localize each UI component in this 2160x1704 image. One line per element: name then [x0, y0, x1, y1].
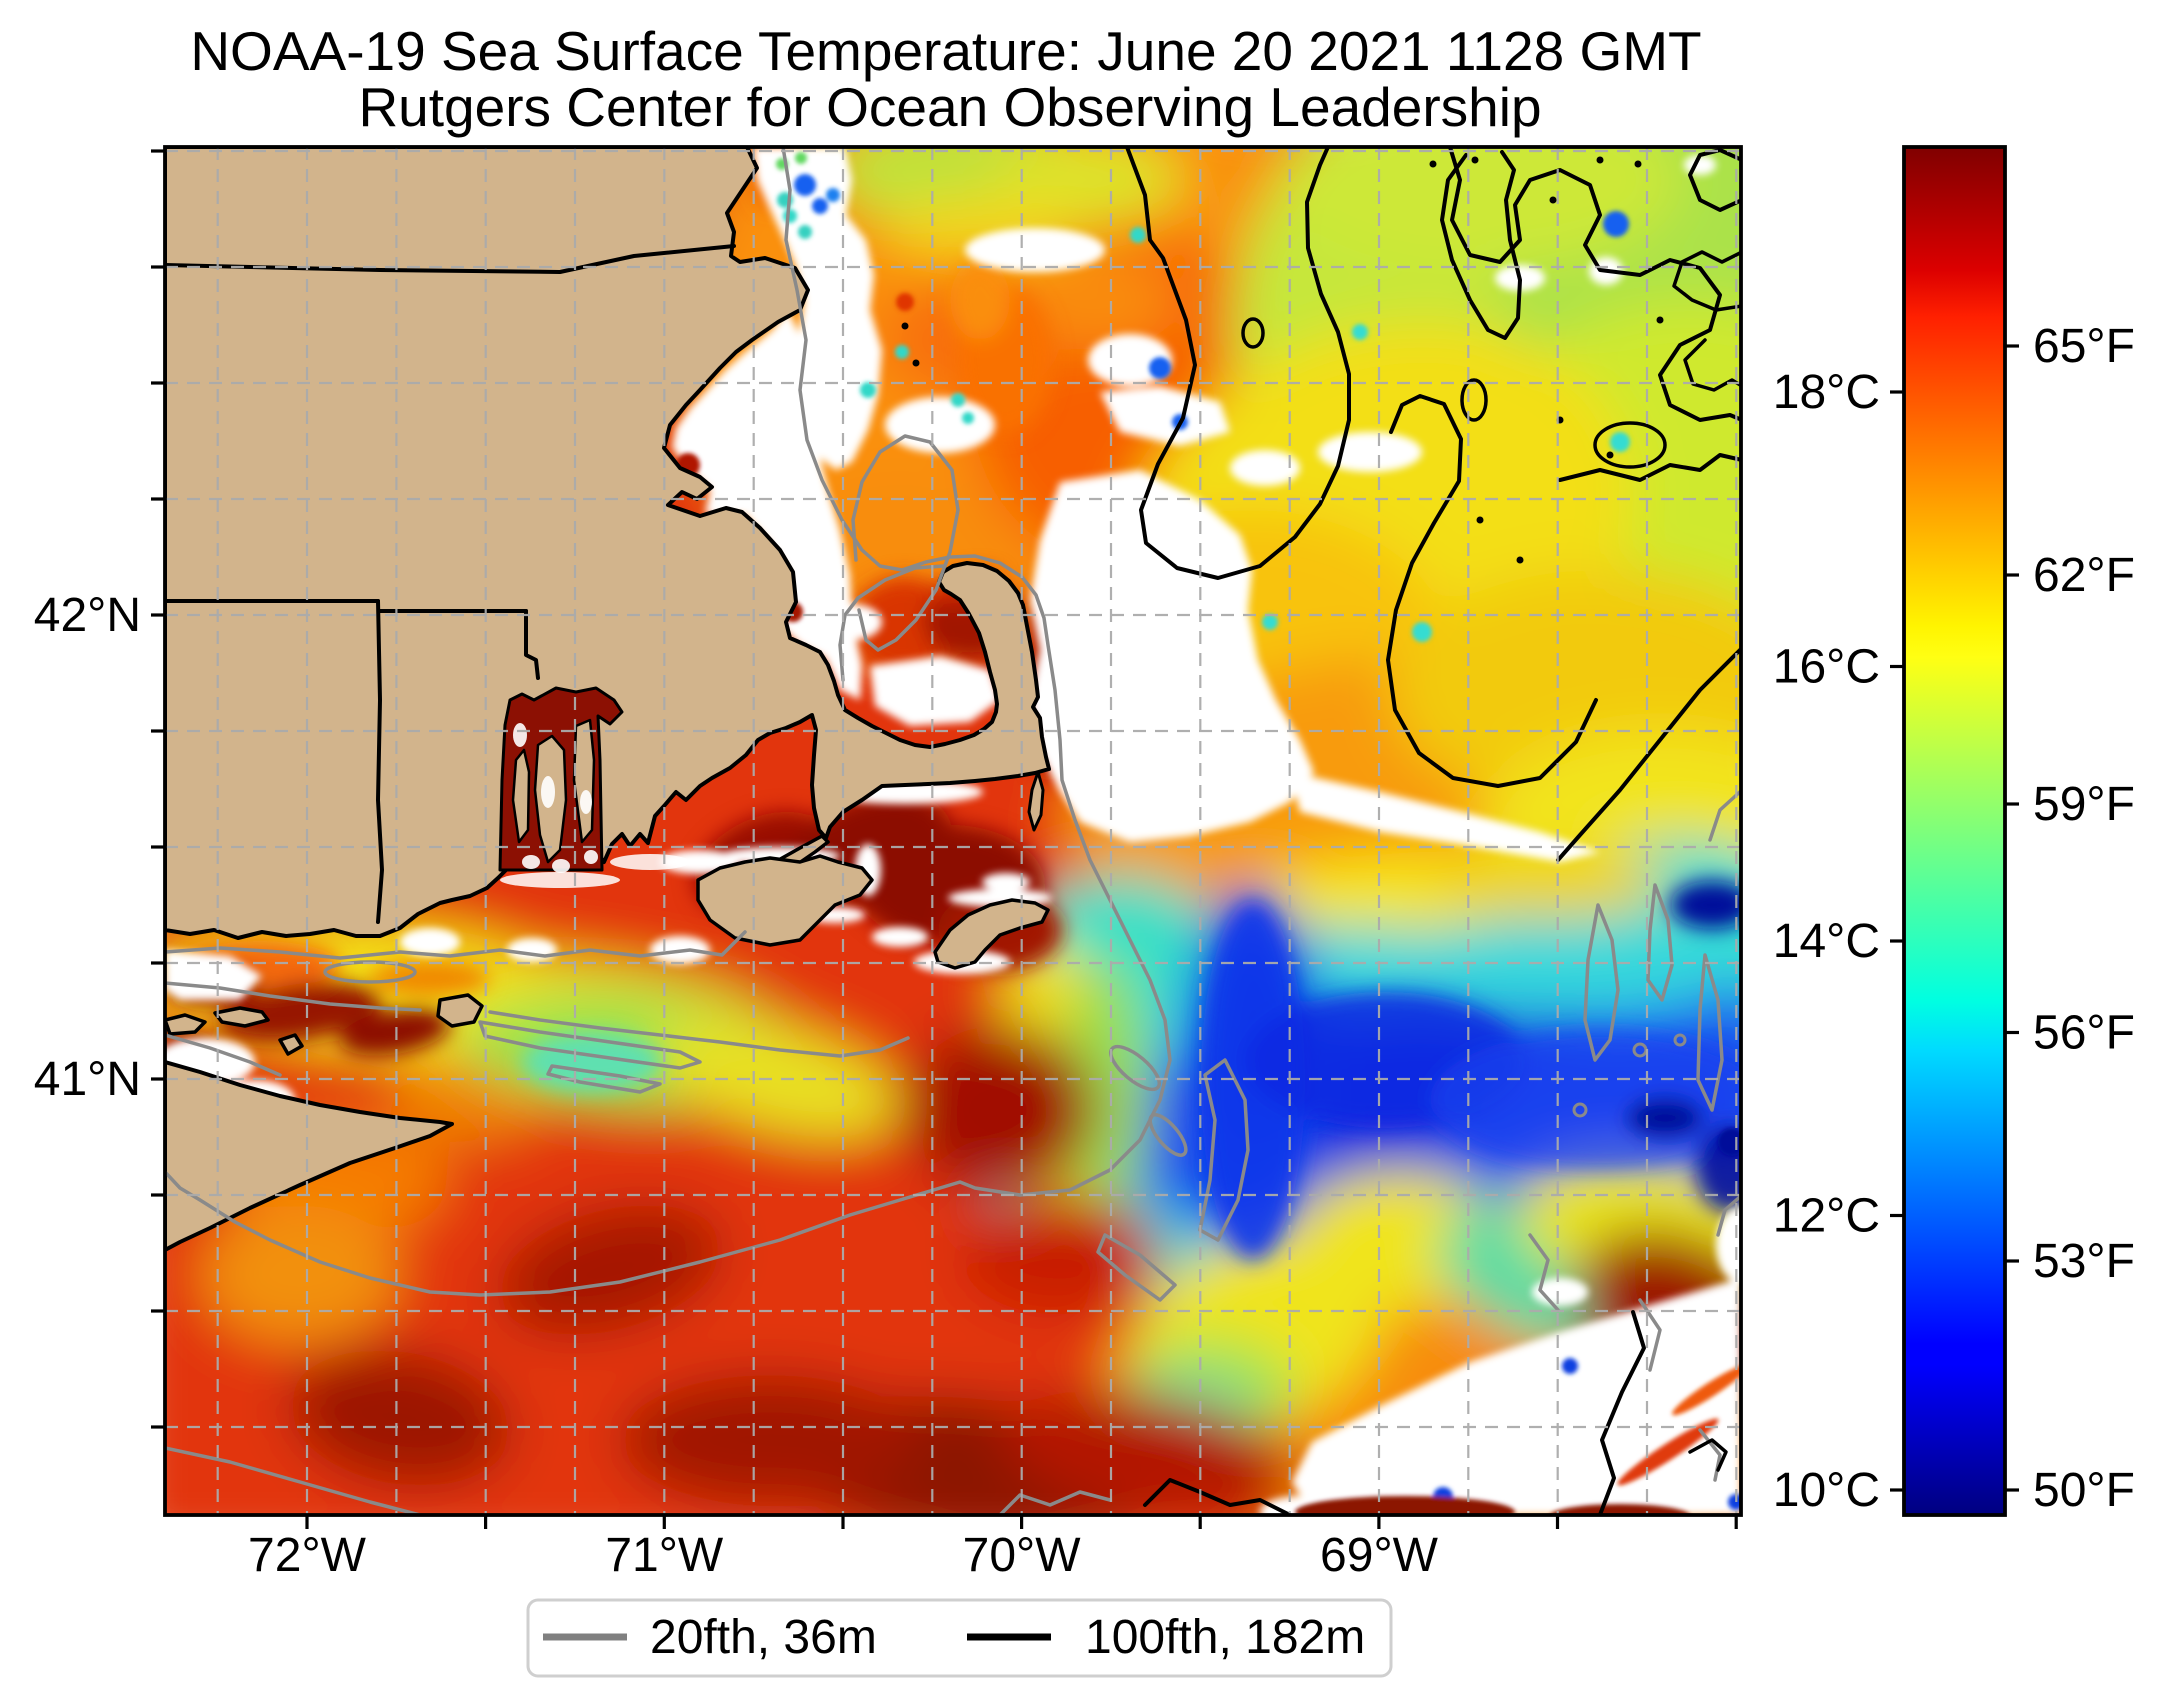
svg-text:59°F: 59°F	[2033, 778, 2135, 831]
svg-text:14°C: 14°C	[1773, 915, 1880, 968]
svg-text:NOAA-19 Sea Surface Temperatur: NOAA-19 Sea Surface Temperature: June 20…	[190, 20, 1701, 82]
svg-text:41°N: 41°N	[34, 1053, 141, 1106]
svg-text:65°F: 65°F	[2033, 320, 2135, 373]
svg-text:18°C: 18°C	[1773, 366, 1880, 419]
svg-text:Rutgers Center for Ocean Obser: Rutgers Center for Ocean Observing Leade…	[358, 76, 1541, 138]
svg-text:53°F: 53°F	[2033, 1235, 2135, 1288]
svg-text:70°W: 70°W	[963, 1529, 1082, 1582]
svg-text:20fth, 36m: 20fth, 36m	[650, 1611, 877, 1664]
svg-text:50°F: 50°F	[2033, 1464, 2135, 1517]
svg-text:10°C: 10°C	[1773, 1464, 1880, 1517]
svg-text:62°F: 62°F	[2033, 549, 2135, 602]
svg-text:69°W: 69°W	[1320, 1529, 1439, 1582]
svg-text:56°F: 56°F	[2033, 1007, 2135, 1060]
svg-text:71°W: 71°W	[605, 1529, 724, 1582]
svg-text:72°W: 72°W	[248, 1529, 367, 1582]
svg-text:42°N: 42°N	[34, 589, 141, 642]
svg-text:16°C: 16°C	[1773, 641, 1880, 694]
svg-text:100fth, 182m: 100fth, 182m	[1085, 1611, 1365, 1664]
svg-text:12°C: 12°C	[1773, 1190, 1880, 1243]
